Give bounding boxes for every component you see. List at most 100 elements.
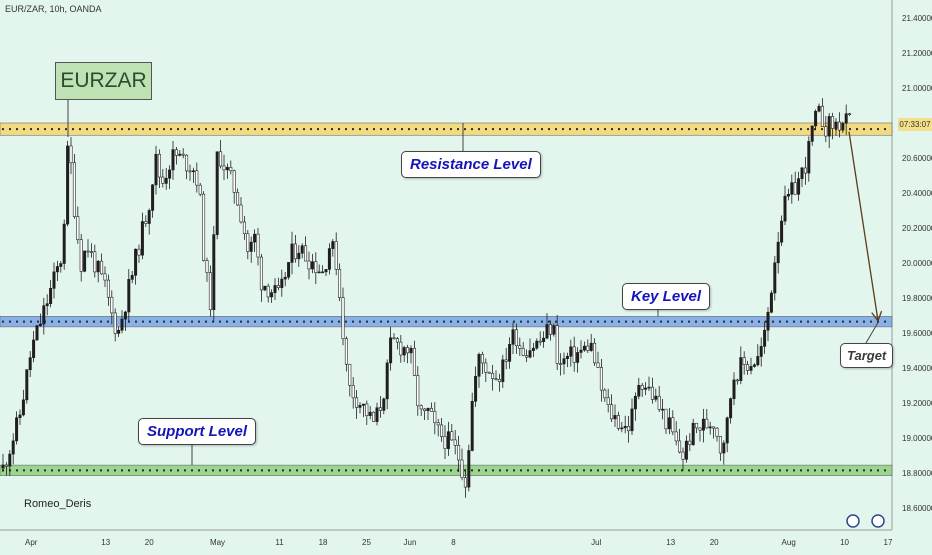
candle-body	[732, 379, 736, 399]
candle-body	[565, 355, 569, 360]
candle-body	[423, 408, 427, 412]
candle-body	[484, 362, 488, 373]
candle-body	[321, 271, 325, 274]
candle-body	[174, 149, 178, 156]
candle-body	[416, 375, 420, 407]
candle-body	[708, 426, 712, 429]
candle-body	[368, 411, 372, 416]
x-tick-label: 13	[666, 538, 675, 547]
candle-body	[246, 233, 250, 252]
candle-body	[62, 223, 66, 264]
y-tick-label: 20.00000	[902, 259, 932, 268]
candle-body	[797, 178, 801, 195]
candle-body	[273, 285, 277, 293]
candle-body	[657, 395, 661, 410]
candle-body	[712, 426, 716, 429]
candle-body	[525, 355, 529, 358]
candle-body	[222, 165, 226, 171]
x-tick-label: 20	[710, 538, 719, 547]
candle-body	[603, 389, 607, 399]
candle-body	[123, 311, 127, 320]
candle-body	[501, 359, 505, 382]
candle-body	[467, 450, 471, 488]
candle-body	[688, 440, 692, 445]
candle-body	[739, 357, 743, 381]
candle-body	[15, 417, 19, 442]
candle-body	[253, 233, 257, 243]
candle-body	[185, 154, 189, 172]
candle-body	[341, 297, 345, 340]
candle-body	[463, 477, 467, 488]
candle-body	[229, 167, 233, 172]
candle-body	[392, 337, 396, 340]
x-tick-label: 11	[275, 538, 284, 547]
candle-body	[375, 407, 379, 422]
key-level-label: Key Level	[622, 283, 711, 310]
candle-body	[117, 329, 121, 334]
candle-body	[661, 408, 665, 411]
candle-body	[752, 364, 756, 367]
candle-body	[460, 459, 464, 478]
candle-body	[470, 400, 474, 451]
candle-body	[270, 292, 274, 298]
candle-body	[259, 256, 263, 291]
y-tick-label: 21.20000	[902, 49, 932, 58]
candle-body	[773, 262, 777, 294]
current-price-tag: 07:33:07	[898, 118, 932, 131]
candle-body	[157, 153, 161, 178]
candle-body	[457, 445, 461, 461]
candle-body	[256, 233, 260, 258]
candle-body	[800, 167, 804, 179]
resistance-level-label: Resistance Level	[401, 151, 541, 178]
candle-body	[640, 385, 644, 390]
candle-body	[681, 451, 685, 460]
candle-body	[120, 318, 124, 331]
resistance-band	[0, 122, 893, 136]
candle-body	[297, 252, 301, 260]
candle-body	[487, 371, 491, 374]
candle-body	[654, 395, 658, 400]
candle-body	[576, 352, 580, 363]
candle-body	[817, 105, 821, 112]
candle-body	[188, 170, 192, 173]
candle-body	[749, 366, 753, 371]
candle-body	[814, 110, 818, 127]
candle-body	[69, 145, 73, 164]
candle-body	[790, 182, 794, 195]
candle-body	[582, 345, 586, 351]
candle-body	[317, 271, 321, 274]
target-pointer	[865, 322, 879, 344]
candle-body	[314, 261, 318, 273]
candle-body	[287, 262, 291, 278]
candle-body	[831, 116, 835, 129]
candle-body	[545, 324, 549, 339]
candle-body	[599, 367, 603, 391]
candle-body	[402, 347, 406, 356]
x-tick-label: Jun	[404, 538, 417, 547]
candle-body	[548, 324, 552, 335]
event-icon	[871, 514, 885, 528]
x-tick-label: 13	[101, 538, 110, 547]
candle-body	[409, 347, 413, 354]
candle-body	[242, 221, 246, 235]
candle-body	[474, 375, 478, 402]
candle-body	[562, 358, 566, 365]
candle-body	[161, 176, 165, 184]
candle-body	[521, 348, 525, 356]
candle-body	[338, 269, 342, 298]
projection-arrow	[848, 131, 879, 321]
y-tick-label: 20.60000	[902, 154, 932, 163]
candle-body	[606, 397, 610, 406]
candle-body	[8, 453, 12, 467]
candle-body	[841, 122, 845, 131]
candle-body	[28, 357, 32, 370]
candle-body	[807, 141, 811, 174]
candle-body	[725, 417, 729, 444]
candle-body	[399, 341, 403, 356]
candle-body	[729, 398, 733, 419]
candle-body	[406, 347, 410, 354]
candle-body	[113, 312, 117, 334]
support-band	[0, 464, 893, 476]
candle-body	[266, 285, 270, 298]
candle-body	[72, 162, 76, 217]
